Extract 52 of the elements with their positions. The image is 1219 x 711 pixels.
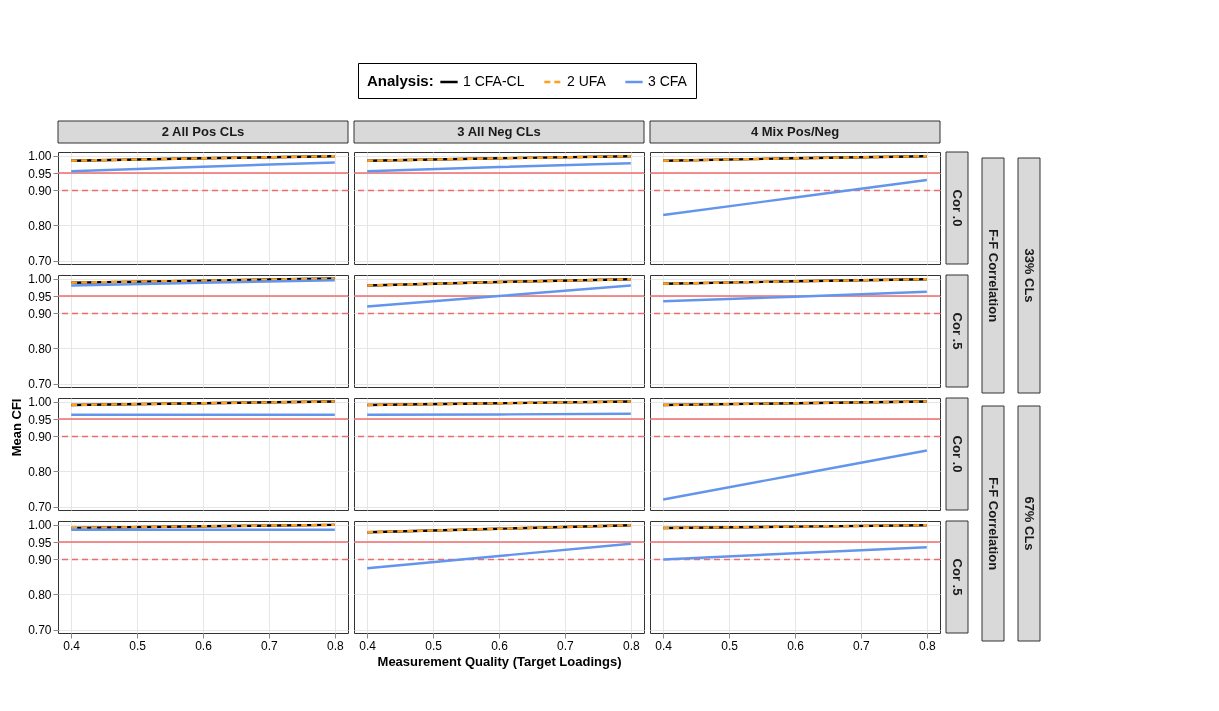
x-tick-label: 0.5 (425, 638, 443, 653)
x-tick-label: 0.8 (622, 638, 640, 653)
x-tick-label: 0.7 (557, 638, 575, 653)
text: F-F Correlation (986, 228, 1001, 323)
y-tick-label: 0.70 (28, 623, 52, 637)
y-tick-label: 1.00 (28, 395, 52, 409)
text: F-F Correlation (986, 476, 1001, 571)
x-tick-label: 0.6 (491, 638, 509, 653)
y-tick-label: 0.70 (28, 254, 52, 268)
y-tick-label: 0.70 (28, 377, 52, 391)
legend-label: 3 CFA (648, 73, 688, 89)
y-tick-label: 0.95 (28, 412, 52, 427)
y-tick-label: 0.95 (28, 166, 52, 181)
y-tick-label: 0.80 (28, 465, 52, 479)
y-tick-label: 0.70 (28, 500, 52, 514)
y-tick-label: 0.90 (28, 184, 52, 198)
legend-label: 2 UFA (567, 73, 607, 89)
y-tick-label: 1.00 (28, 272, 52, 286)
x-tick-label: 0.5 (129, 638, 147, 653)
x-tick-label: 0.6 (787, 638, 805, 653)
y-tick-label: 0.90 (28, 307, 52, 321)
text: Cor .5 (950, 558, 965, 596)
text: 67% CLs (1022, 496, 1037, 551)
y-tick-label: 0.80 (28, 342, 52, 356)
y-tick-label: 1.00 (28, 149, 52, 163)
x-axis-title: Measurement Quality (Target Loadings) (377, 653, 622, 669)
legend-label: 1 CFA-CL (463, 73, 525, 89)
y-tick-label: 0.95 (28, 535, 52, 550)
x-tick-label: 0.8 (918, 638, 936, 653)
x-tick-label: 0.4 (655, 638, 673, 653)
y-tick-label: 0.80 (28, 588, 52, 602)
x-tick-label: 0.7 (261, 638, 279, 653)
x-tick-label: 0.5 (721, 638, 739, 653)
y-tick-label: 1.00 (28, 518, 52, 532)
text: Cor .5 (950, 312, 965, 350)
x-tick-label: 0.6 (195, 638, 213, 653)
chart-title: 2 All Pos CLs (161, 124, 245, 139)
y-tick-label: 0.95 (28, 289, 52, 304)
y-tick-label: 0.90 (28, 430, 52, 444)
legend-title: Analysis: (367, 72, 434, 89)
x-tick-label: 0.4 (359, 638, 377, 653)
y-tick-label: 0.90 (28, 553, 52, 567)
x-tick-label: 0.4 (63, 638, 81, 653)
text: Cor .0 (950, 189, 965, 227)
y-tick-label: 0.80 (28, 219, 52, 233)
chart-title: 3 All Neg CLs (457, 124, 541, 139)
chart-title: 4 Mix Pos/Neg (750, 124, 840, 139)
x-tick-label: 0.7 (853, 638, 871, 653)
text: 33% CLs (1022, 248, 1037, 303)
text: Cor .0 (950, 435, 965, 473)
y-axis-title: Mean CFI (9, 398, 25, 457)
x-tick-label: 0.8 (326, 638, 344, 653)
